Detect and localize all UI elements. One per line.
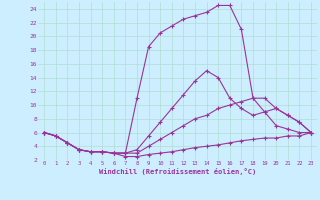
X-axis label: Windchill (Refroidissement éolien,°C): Windchill (Refroidissement éolien,°C) — [99, 168, 256, 175]
